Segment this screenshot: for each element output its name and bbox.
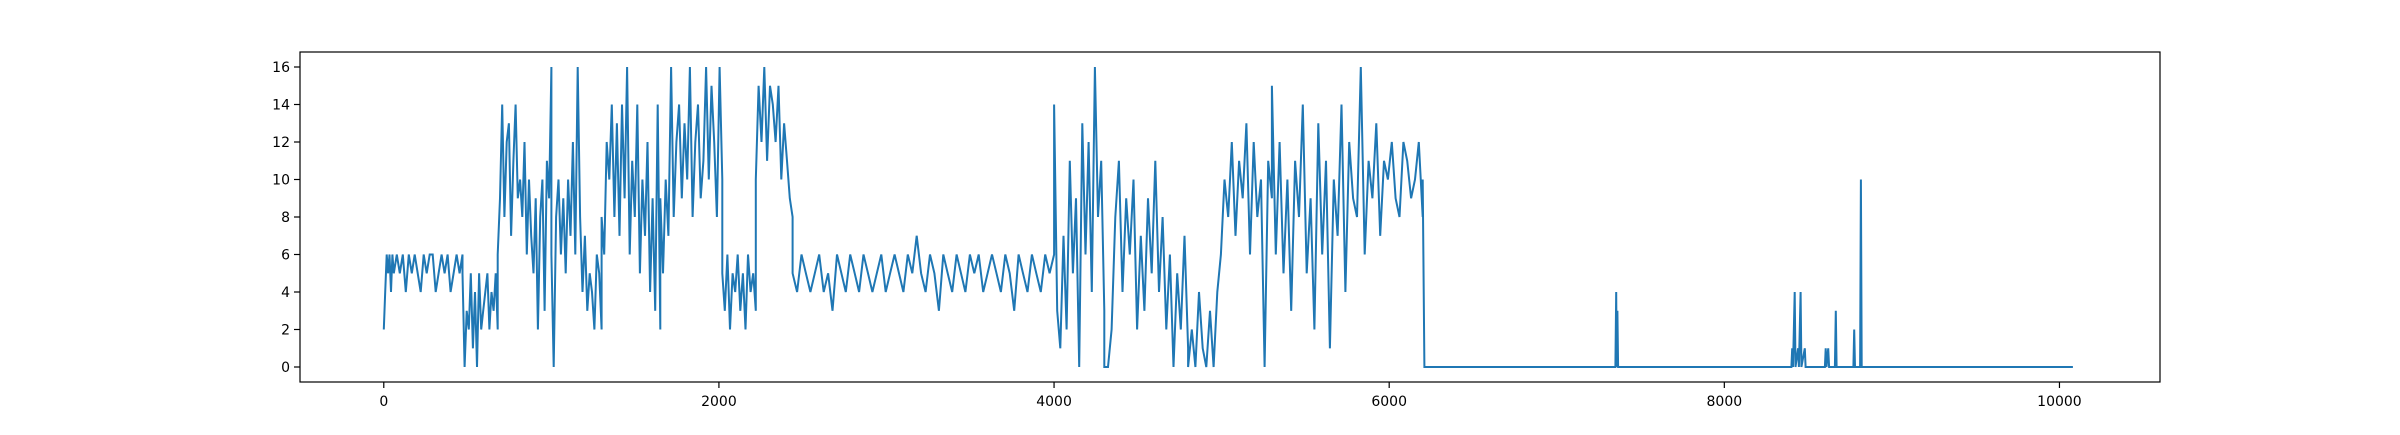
ticks-layer: 0 2000 4000 6000 8000 10000 0 2 4 6 8 10 12 14 16 xyxy=(272,60,2082,410)
y-tick-label: 0 xyxy=(281,360,290,376)
x-tick-label: 4000 xyxy=(1036,394,1072,410)
x-tick-label: 0 xyxy=(379,394,388,410)
x-tick-label: 6000 xyxy=(1371,394,1407,410)
x-tick-label: 8000 xyxy=(1707,394,1743,410)
series-line xyxy=(382,66,2073,368)
y-tick-label: 12 xyxy=(272,135,290,151)
y-tick-label: 10 xyxy=(272,173,290,189)
y-tick-label: 4 xyxy=(281,285,290,301)
y-tick-label: 8 xyxy=(281,210,290,226)
y-tick-label: 14 xyxy=(272,98,290,114)
series-layer xyxy=(382,66,2073,368)
x-tick-label: 2000 xyxy=(701,394,737,410)
y-tick-label: 6 xyxy=(281,248,290,264)
y-tick-label: 16 xyxy=(272,60,290,76)
y-tick-label: 2 xyxy=(281,323,290,339)
x-tick-label: 10000 xyxy=(2037,394,2082,410)
